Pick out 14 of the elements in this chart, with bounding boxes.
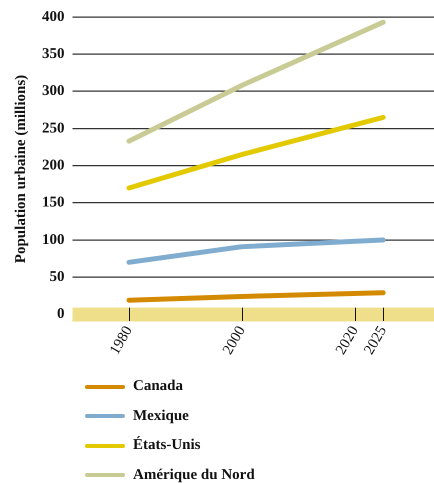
y-tick-label: 400: [42, 8, 64, 25]
legend-label: Amérique du Nord: [133, 466, 255, 483]
y-tick-label: 250: [42, 120, 64, 136]
y-tick-label: 50: [50, 269, 64, 286]
y-tick-label: 350: [42, 46, 64, 62]
y-tick-label: 0: [57, 306, 64, 322]
legend-label: Mexique: [133, 408, 189, 425]
legend-label: États-Unis: [133, 437, 201, 454]
y-axis-title: Population urbaine (millions): [12, 74, 29, 264]
y-tick-label: 150: [42, 194, 64, 211]
y-tick-label: 200: [42, 158, 64, 174]
y-tick-label: 300: [42, 83, 64, 100]
y-tick-label: 100: [42, 232, 64, 248]
legend-label: Canada: [133, 378, 184, 396]
